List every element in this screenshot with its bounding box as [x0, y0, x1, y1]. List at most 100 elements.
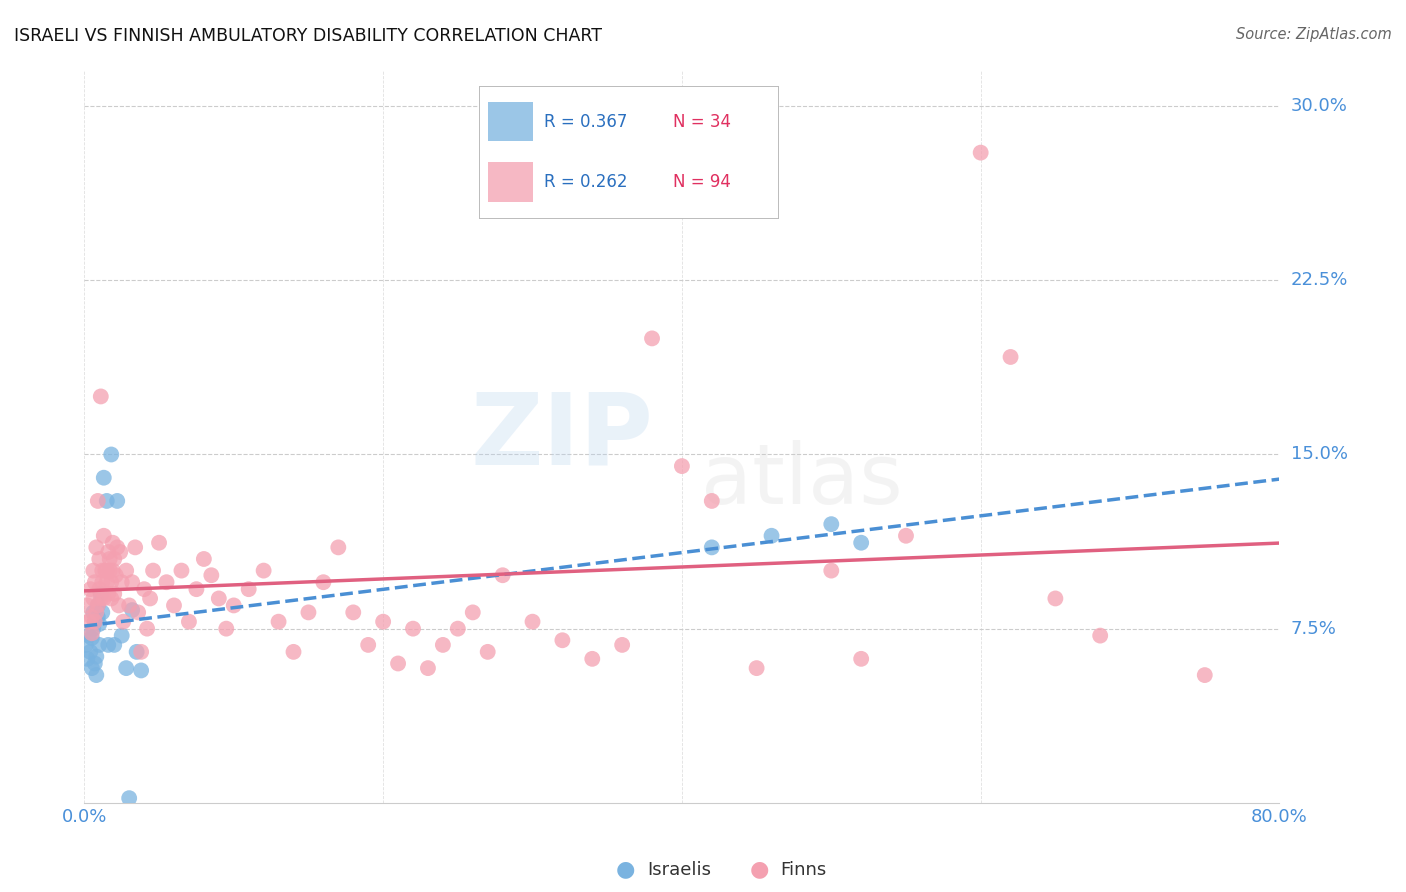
- Point: [100, 591, 122, 606]
- Point: [132, 582, 156, 597]
- Point: [98, 564, 121, 578]
- Point: [820, 517, 842, 532]
- Point: [103, 587, 125, 601]
- Point: [80, 626, 103, 640]
- Point: [357, 638, 380, 652]
- Point: [371, 615, 394, 629]
- Text: ●: ●: [749, 860, 769, 880]
- Point: [849, 652, 872, 666]
- Point: [297, 606, 319, 620]
- Point: [97, 587, 120, 601]
- Point: [83, 615, 105, 629]
- Point: [111, 575, 134, 590]
- Point: [91, 575, 114, 590]
- Point: [87, 610, 110, 624]
- Point: [849, 535, 872, 549]
- Point: [105, 494, 128, 508]
- Point: [94, 564, 117, 578]
- Point: [83, 615, 105, 629]
- Text: ZIP: ZIP: [471, 389, 654, 485]
- Point: [136, 622, 159, 636]
- Point: [163, 599, 186, 613]
- Point: [121, 575, 143, 590]
- Point: [193, 552, 215, 566]
- Point: [477, 645, 499, 659]
- Point: [86, 606, 108, 620]
- Point: [86, 649, 108, 664]
- Point: [432, 638, 454, 652]
- Point: [110, 545, 132, 559]
- Point: [97, 545, 120, 559]
- Point: [112, 615, 135, 629]
- Point: [170, 564, 193, 578]
- Point: [103, 552, 125, 566]
- Point: [745, 661, 768, 675]
- Point: [328, 541, 350, 555]
- Point: [90, 591, 112, 606]
- Point: [98, 552, 121, 566]
- Point: [1000, 350, 1022, 364]
- Point: [87, 599, 110, 613]
- Point: [80, 610, 103, 624]
- Point: [416, 661, 439, 675]
- Text: Israelis: Israelis: [647, 861, 711, 879]
- Point: [82, 591, 104, 606]
- Point: [101, 535, 124, 549]
- Point: [177, 615, 200, 629]
- Point: [83, 657, 105, 671]
- Point: [93, 591, 115, 606]
- Point: [77, 615, 100, 629]
- Point: [91, 564, 114, 578]
- Point: [97, 638, 120, 652]
- Text: 15.0%: 15.0%: [1291, 445, 1347, 464]
- Point: [89, 552, 111, 566]
- Point: [142, 564, 165, 578]
- Point: [186, 582, 208, 597]
- Point: [80, 661, 103, 675]
- Point: [93, 529, 115, 543]
- Point: [208, 591, 231, 606]
- Point: [447, 622, 470, 636]
- Point: [1045, 591, 1067, 606]
- Point: [91, 606, 114, 620]
- Point: [105, 541, 128, 555]
- Point: [103, 638, 125, 652]
- Point: [82, 606, 104, 620]
- Point: [1194, 668, 1216, 682]
- Point: [79, 582, 101, 597]
- Point: [83, 575, 105, 590]
- Text: ISRAELI VS FINNISH AMBULATORY DISABILITY CORRELATION CHART: ISRAELI VS FINNISH AMBULATORY DISABILITY…: [14, 27, 602, 45]
- Point: [86, 668, 108, 682]
- Point: [671, 459, 693, 474]
- Point: [127, 606, 149, 620]
- Point: [342, 606, 364, 620]
- Point: [312, 575, 335, 590]
- Point: [118, 791, 141, 805]
- Point: [111, 629, 134, 643]
- Point: [215, 622, 238, 636]
- Point: [89, 582, 111, 597]
- Point: [82, 622, 104, 636]
- Point: [761, 529, 783, 543]
- Point: [155, 575, 177, 590]
- Point: [894, 529, 917, 543]
- Text: 22.5%: 22.5%: [1291, 271, 1348, 289]
- Point: [402, 622, 425, 636]
- Point: [551, 633, 574, 648]
- Point: [641, 331, 664, 345]
- Text: atlas: atlas: [700, 441, 903, 522]
- Point: [124, 541, 146, 555]
- Point: [76, 599, 98, 613]
- Point: [115, 564, 138, 578]
- Point: [89, 617, 111, 632]
- Point: [96, 575, 118, 590]
- Point: [129, 664, 152, 678]
- Point: [75, 638, 97, 652]
- Point: [387, 657, 409, 671]
- Point: [129, 645, 152, 659]
- Point: [96, 494, 118, 508]
- Point: [77, 629, 100, 643]
- Point: [86, 541, 108, 555]
- Point: [148, 535, 170, 549]
- Point: [461, 606, 484, 620]
